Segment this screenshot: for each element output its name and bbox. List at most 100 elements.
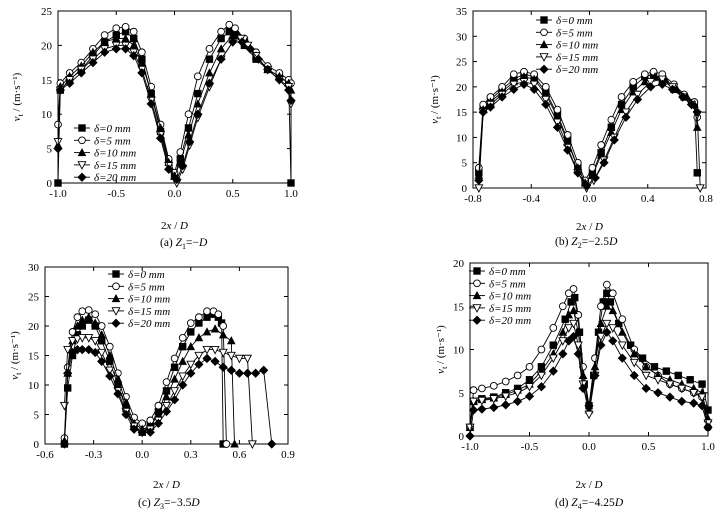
data-point [602, 327, 612, 337]
x-tick-label: -1.0 [461, 441, 479, 453]
y-tick-label: 25 [41, 6, 53, 18]
legend-label: δ=0 mm [128, 269, 165, 281]
data-point [677, 384, 687, 394]
data-point [68, 328, 77, 336]
data-point [120, 44, 131, 54]
data-point [617, 353, 627, 363]
data-point [608, 324, 618, 333]
data-point [602, 319, 612, 329]
legend-marker [540, 16, 548, 24]
data-point [513, 371, 522, 380]
data-point [63, 345, 73, 355]
data-point [218, 330, 228, 339]
data-point [187, 328, 195, 336]
data-point [284, 85, 294, 95]
data-point [97, 348, 107, 358]
series-2 [474, 72, 702, 187]
data-point [242, 354, 253, 364]
data-point [90, 347, 100, 358]
legend-label: δ=0 mm [489, 266, 526, 278]
data-point [558, 327, 568, 336]
data-point [667, 84, 678, 95]
data-point [597, 302, 605, 311]
data-point [695, 184, 705, 193]
data-point [469, 386, 478, 395]
y-tick-label: 25 [456, 57, 468, 69]
data-point [468, 405, 479, 415]
data-point [629, 77, 638, 86]
data-point [178, 372, 188, 382]
data-point [210, 356, 220, 367]
x-tick-label: 0.0 [135, 449, 149, 461]
data-point [640, 77, 650, 86]
panel-d: -1.0 -0.5 0.0 0.5 1.0 0 5 10 15 20 2x / D vt / (m·s… [435, 258, 715, 511]
x-tick-label: -0.6 [36, 449, 54, 461]
data-point [53, 143, 63, 154]
x-tick-label: 0.3 [184, 449, 198, 461]
data-point [210, 324, 220, 333]
y-tick-label: 15 [456, 107, 468, 119]
data-point [193, 72, 202, 81]
data-point [154, 401, 163, 410]
data-point [153, 418, 164, 428]
legend-label: δ=15 mm [489, 303, 531, 315]
data-point [653, 388, 663, 398]
data-point [568, 319, 579, 329]
legend-marker [77, 161, 87, 170]
series-3 [465, 319, 713, 433]
legend-label: δ=5 mm [128, 281, 165, 293]
legend-label: δ=5 mm [556, 27, 593, 39]
data-point [90, 337, 100, 346]
data-point [202, 353, 212, 364]
data-point [185, 137, 195, 147]
data-point [67, 337, 78, 346]
data-point [693, 169, 701, 177]
data-point [564, 310, 574, 319]
data-point [650, 72, 660, 81]
series-1 [474, 67, 702, 185]
legend-marker [540, 28, 548, 37]
x-tick-label: -0.3 [85, 449, 103, 461]
data-point [573, 349, 583, 359]
data-point [84, 334, 94, 343]
data-point [186, 360, 196, 370]
data-point [137, 68, 147, 78]
legend-label: δ=0 mm [556, 15, 593, 27]
data-point [578, 383, 588, 394]
y-tick-label: 30 [456, 31, 468, 43]
legend-label: δ=10 mm [128, 294, 170, 306]
data-point [178, 380, 188, 390]
data-point [692, 122, 702, 131]
x-tick-label: 0.5 [226, 188, 240, 200]
x-tick-label: -0.5 [521, 441, 539, 453]
legend-marker [472, 304, 482, 313]
series-1 [54, 20, 295, 177]
data-point [590, 370, 600, 381]
data-point [641, 362, 651, 371]
data-point [501, 400, 511, 410]
data-point [77, 315, 87, 324]
x-tick-label: -0.5 [108, 188, 126, 200]
data-point [602, 301, 612, 310]
data-point [230, 439, 239, 448]
data-point [193, 109, 203, 119]
data-point [105, 366, 115, 376]
legend-marker [473, 279, 481, 288]
data-point [226, 365, 236, 375]
legend-marker [111, 293, 121, 303]
data-point [205, 68, 214, 77]
data-point [194, 89, 202, 98]
legend: δ=0 mmδ=5 mmδ=10 mmδ=15 mmδ=20 mm [469, 266, 531, 327]
data-point [564, 324, 574, 333]
series-4 [465, 327, 713, 441]
data-point [259, 365, 269, 375]
data-point [609, 135, 619, 145]
legend-marker [539, 64, 549, 74]
data-point [105, 350, 115, 360]
legend: δ=0 mmδ=5 mmδ=10 mmδ=15 mmδ=20 mm [536, 15, 598, 76]
data-point [513, 389, 523, 398]
data-point [650, 363, 659, 371]
legend-label: δ=5 mm [94, 135, 131, 147]
legend-marker [472, 315, 482, 325]
data-point [596, 318, 606, 328]
